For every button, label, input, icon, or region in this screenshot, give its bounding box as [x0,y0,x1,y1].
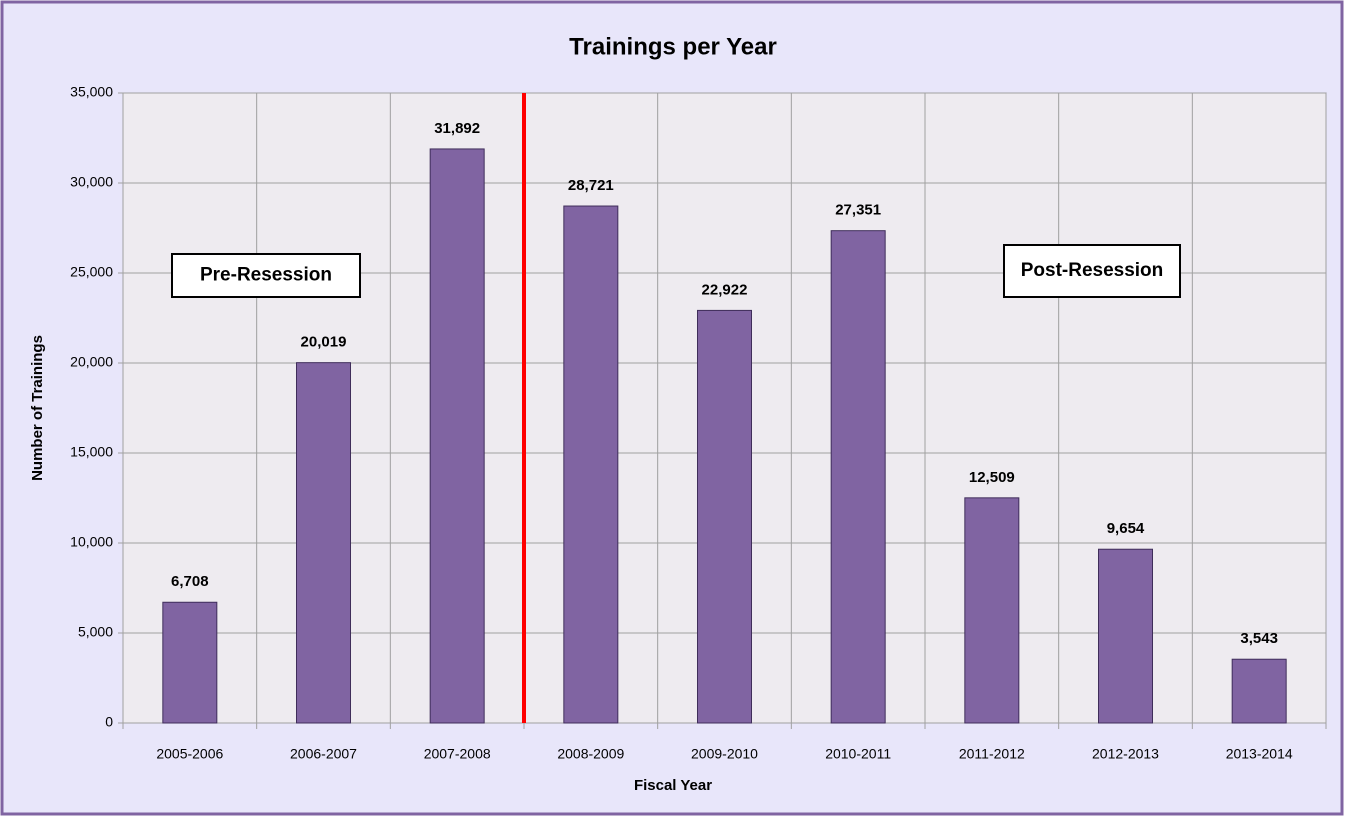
annotation-box [1003,244,1181,298]
x-tick-label: 2009-2010 [691,746,758,762]
y-tick-label: 20,000 [70,354,113,370]
y-tick-label: 15,000 [70,444,113,460]
x-tick-label: 2012-2013 [1092,746,1159,762]
x-tick-label: 2010-2011 [825,746,891,762]
y-axis-title: Number of Trainings [29,335,46,481]
chart-title: Trainings per Year [569,33,777,60]
bar [964,497,1020,724]
annotation: Post-Resession [1021,260,1164,281]
x-tick-label: 2013-2014 [1226,746,1293,762]
y-tick-label: 35,000 [70,84,113,100]
bar [830,230,886,724]
y-tick-label: 10,000 [70,534,113,550]
x-tick-label: 2007-2008 [424,746,491,762]
x-tick-label: 2006-2007 [290,746,357,762]
bar [429,148,485,724]
bar [1098,548,1153,724]
bar [162,601,218,724]
y-tick-label: 30,000 [70,174,113,190]
data-label: 12,509 [969,469,1015,486]
data-label: 6,708 [171,573,209,590]
data-label: 3,543 [1240,630,1278,647]
data-label: 28,721 [568,177,614,194]
data-label: 22,922 [702,281,748,298]
x-axis-title: Fiscal Year [634,777,712,794]
x-tick-label: 2008-2009 [557,746,624,762]
annotation: Pre-Resession [200,265,332,286]
data-label: 9,654 [1107,520,1145,537]
bar [697,309,752,724]
data-label: 27,351 [835,202,881,219]
bar [563,205,619,724]
bar [296,362,351,724]
x-tick-label: 2005-2006 [156,746,223,762]
y-tick-label: 0 [105,714,113,730]
data-label: 31,892 [434,120,480,137]
annotation-box [171,253,361,298]
y-tick-label: 5,000 [78,624,113,640]
x-tick-label: 2011-2012 [959,746,1025,762]
bar [1231,658,1287,724]
y-tick-label: 25,000 [70,264,113,280]
data-label: 20,019 [301,334,347,351]
